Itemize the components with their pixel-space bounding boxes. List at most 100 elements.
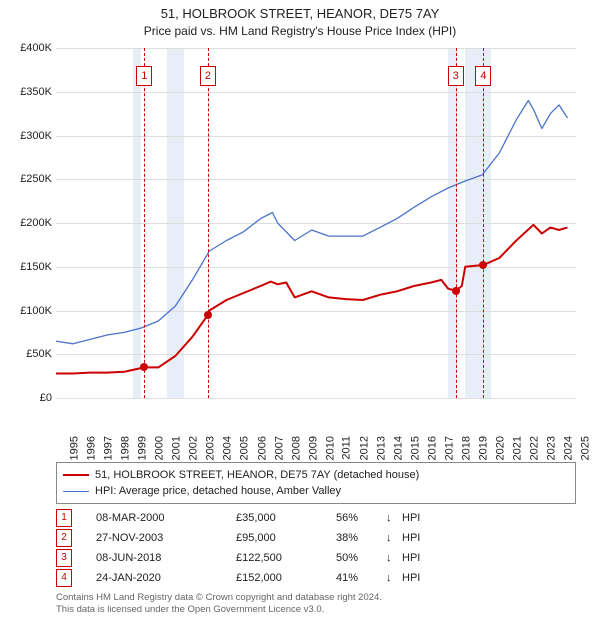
sales-row-marker: 2 bbox=[56, 529, 72, 547]
legend-label: 51, HOLBROOK STREET, HEANOR, DE75 7AY (d… bbox=[95, 469, 419, 481]
legend-swatch bbox=[63, 474, 89, 476]
ytick-label: £200K bbox=[20, 217, 52, 229]
down-arrow-icon: ↓ bbox=[386, 512, 402, 524]
sales-row: 2 27-NOV-2003£95,00038%↓HPI bbox=[56, 528, 576, 548]
sales-row-date: 08-MAR-2000 bbox=[96, 512, 236, 524]
xtick-label: 2022 bbox=[529, 436, 541, 460]
xtick-label: 2006 bbox=[256, 436, 268, 460]
gridline-h bbox=[56, 398, 576, 399]
xtick-label: 2000 bbox=[154, 436, 166, 460]
xtick-label: 2008 bbox=[290, 436, 302, 460]
footer-line-2: This data is licensed under the Open Gov… bbox=[56, 604, 576, 616]
xtick-label: 2024 bbox=[563, 436, 575, 460]
xtick-label: 2004 bbox=[222, 436, 234, 460]
sale-marker-box: 4 bbox=[475, 66, 491, 86]
sales-row-marker: 3 bbox=[56, 549, 72, 567]
xtick-label: 2017 bbox=[444, 436, 456, 460]
xtick-label: 2025 bbox=[580, 436, 592, 460]
sale-marker-line bbox=[483, 48, 484, 398]
footer-line-1: Contains HM Land Registry data © Crown c… bbox=[56, 592, 576, 604]
xtick-label: 2010 bbox=[324, 436, 336, 460]
xtick-label: 2019 bbox=[478, 436, 490, 460]
sales-row-price: £122,500 bbox=[236, 552, 336, 564]
xtick-label: 2014 bbox=[392, 436, 404, 460]
legend-label: HPI: Average price, detached house, Ambe… bbox=[95, 485, 341, 497]
sales-row: 4 24-JAN-2020£152,00041%↓HPI bbox=[56, 568, 576, 588]
chart-subtitle: Price paid vs. HM Land Registry's House … bbox=[0, 24, 600, 38]
sales-row-price: £35,000 bbox=[236, 512, 336, 524]
xtick-label: 2011 bbox=[340, 436, 352, 460]
sales-row-marker: 4 bbox=[56, 569, 72, 587]
xtick-label: 2020 bbox=[495, 436, 507, 460]
sale-marker-box: 2 bbox=[200, 66, 216, 86]
sale-marker-line bbox=[208, 48, 209, 398]
sale-marker-dot bbox=[479, 261, 487, 269]
chart-container: 51, HOLBROOK STREET, HEANOR, DE75 7AY Pr… bbox=[0, 0, 600, 620]
x-axis-labels: 1995 1996 1997 1998 1999 2000 2001 2002 2003 2004… bbox=[56, 404, 576, 458]
ytick-label: £250K bbox=[20, 173, 52, 185]
sales-row-pct: 38% bbox=[336, 532, 386, 544]
sale-marker-dot bbox=[452, 287, 460, 295]
legend-row: HPI: Average price, detached house, Ambe… bbox=[63, 483, 569, 499]
xtick-label: 1999 bbox=[137, 436, 149, 460]
sales-row-date: 27-NOV-2003 bbox=[96, 532, 236, 544]
ytick-label: £0 bbox=[40, 392, 52, 404]
xtick-label: 2021 bbox=[512, 436, 524, 460]
ytick-label: £150K bbox=[20, 261, 52, 273]
legend-row: 51, HOLBROOK STREET, HEANOR, DE75 7AY (d… bbox=[63, 467, 569, 483]
xtick-label: 2018 bbox=[461, 436, 473, 460]
xtick-label: 2002 bbox=[188, 436, 200, 460]
xtick-label: 2007 bbox=[273, 436, 285, 460]
sales-row-price: £152,000 bbox=[236, 572, 336, 584]
sales-row-date: 08-JUN-2018 bbox=[96, 552, 236, 564]
sale-marker-box: 3 bbox=[448, 66, 464, 86]
sales-row-pct: 56% bbox=[336, 512, 386, 524]
ytick-label: £400K bbox=[20, 42, 52, 54]
down-arrow-icon: ↓ bbox=[386, 552, 402, 564]
sales-row-marker: 1 bbox=[56, 509, 72, 527]
sale-marker-dot bbox=[204, 311, 212, 319]
chart-lines-svg bbox=[56, 48, 576, 398]
down-arrow-icon: ↓ bbox=[386, 572, 402, 584]
legend-box: 51, HOLBROOK STREET, HEANOR, DE75 7AY (d… bbox=[56, 462, 576, 504]
xtick-label: 2001 bbox=[171, 436, 183, 460]
y-axis-labels: £0£50K£100K£150K£200K£250K£300K£350K£400… bbox=[0, 48, 52, 398]
legend-swatch bbox=[63, 491, 89, 492]
ytick-label: £350K bbox=[20, 86, 52, 98]
series-hpi bbox=[56, 101, 568, 344]
xtick-label: 2003 bbox=[205, 436, 217, 460]
xtick-label: 1995 bbox=[68, 436, 80, 460]
sales-row-pct: 41% bbox=[336, 572, 386, 584]
sales-table: 108-MAR-2000£35,00056%↓HPI227-NOV-2003£9… bbox=[56, 508, 576, 588]
sale-marker-line bbox=[144, 48, 145, 398]
series-price_paid bbox=[56, 225, 568, 374]
ytick-label: £50K bbox=[26, 348, 52, 360]
xtick-label: 1998 bbox=[120, 436, 132, 460]
sale-marker-box: 1 bbox=[136, 66, 152, 86]
ytick-label: £300K bbox=[20, 130, 52, 142]
sales-row-date: 24-JAN-2020 bbox=[96, 572, 236, 584]
sales-row-price: £95,000 bbox=[236, 532, 336, 544]
sale-marker-line bbox=[456, 48, 457, 398]
ytick-label: £100K bbox=[20, 305, 52, 317]
xtick-label: 2023 bbox=[546, 436, 558, 460]
xtick-label: 2013 bbox=[375, 436, 387, 460]
xtick-label: 1996 bbox=[86, 436, 98, 460]
sales-row: 1 08-MAR-2000£35,00056%↓HPI bbox=[56, 508, 576, 528]
sales-row-hpi: HPI bbox=[402, 512, 420, 524]
xtick-label: 2005 bbox=[239, 436, 251, 460]
sales-row-hpi: HPI bbox=[402, 552, 420, 564]
sales-row: 3 08-JUN-2018£122,50050%↓HPI bbox=[56, 548, 576, 568]
xtick-label: 2016 bbox=[427, 436, 439, 460]
xtick-label: 1997 bbox=[103, 436, 115, 460]
xtick-label: 2009 bbox=[307, 436, 319, 460]
footer-attribution: Contains HM Land Registry data © Crown c… bbox=[56, 592, 576, 616]
down-arrow-icon: ↓ bbox=[386, 532, 402, 544]
plot-area: 1 2 34 bbox=[56, 48, 576, 398]
xtick-label: 2012 bbox=[358, 436, 370, 460]
sale-marker-dot bbox=[140, 363, 148, 371]
sales-row-pct: 50% bbox=[336, 552, 386, 564]
sales-row-hpi: HPI bbox=[402, 572, 420, 584]
sales-row-hpi: HPI bbox=[402, 532, 420, 544]
xtick-label: 2015 bbox=[409, 436, 421, 460]
